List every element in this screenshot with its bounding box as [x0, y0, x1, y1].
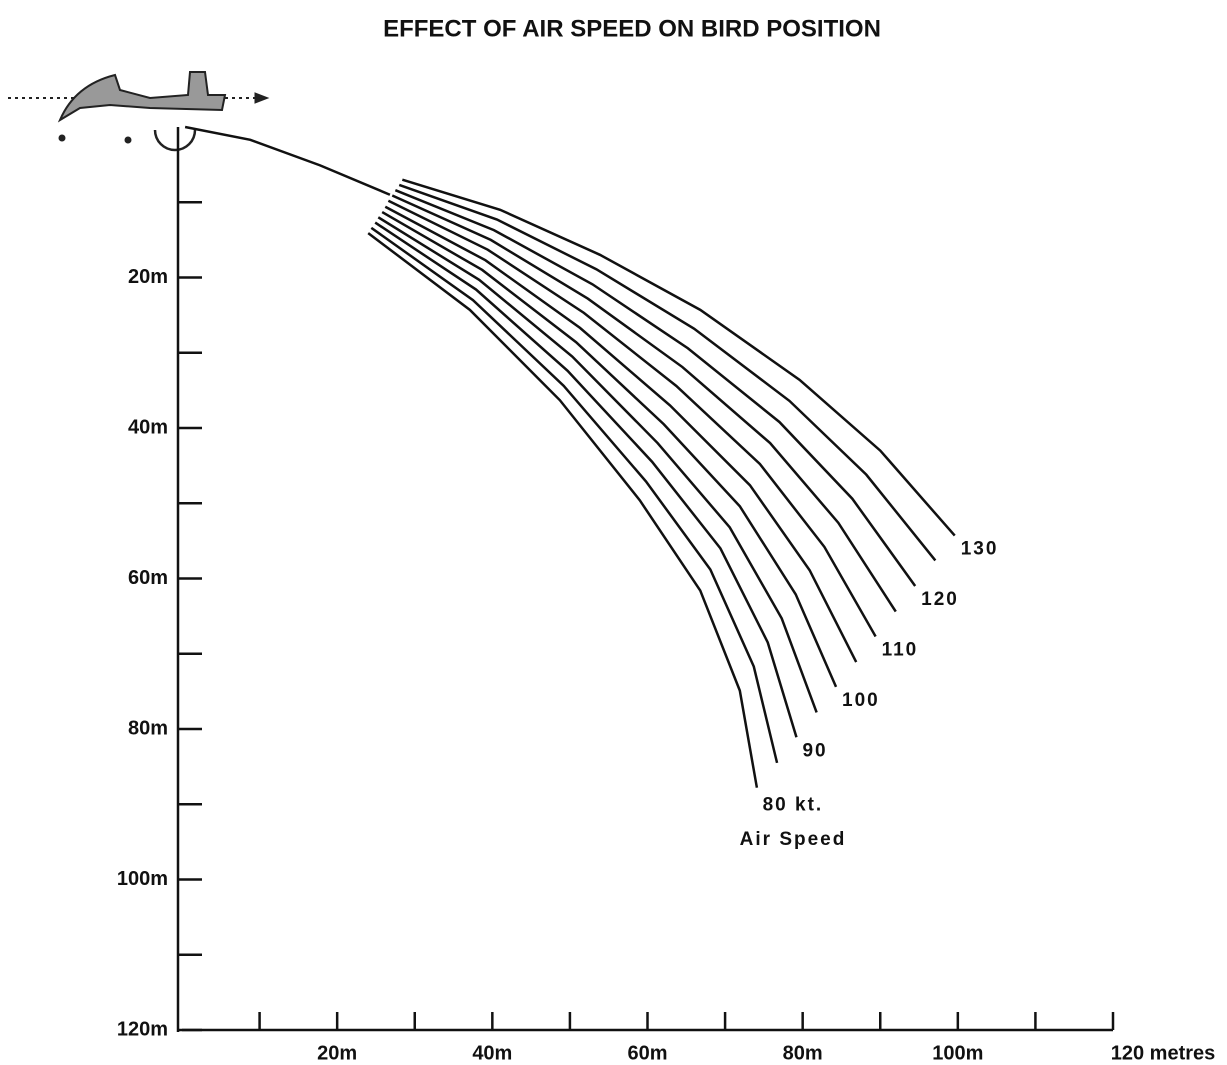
chart: EFFECT OF AIR SPEED ON BIRD POSITION Air… [0, 0, 1227, 1065]
trajectory-line [375, 223, 796, 738]
y-tick-label: 120m [117, 1018, 168, 1040]
x-tick-label: 80m [783, 1042, 823, 1064]
x-tick-label: 120 metres [1111, 1042, 1216, 1064]
trajectory-line [392, 195, 896, 611]
x-tick-label: 20m [317, 1042, 357, 1064]
y-tick-label: 60m [128, 567, 168, 589]
x-tick-label: 60m [627, 1042, 667, 1064]
trajectory-line [395, 190, 915, 586]
aircraft-icon [8, 72, 268, 150]
chart-title: EFFECT OF AIR SPEED ON BIRD POSITION [383, 15, 881, 42]
page: {"chart_data": {"type": "line", "title":… [0, 0, 1227, 1065]
trajectory-line [185, 127, 390, 195]
series-label: 80 kt. [763, 795, 824, 816]
x-tick-label: 40m [472, 1042, 512, 1064]
y-tick-label: 40m [128, 416, 168, 438]
series-label: 130 [961, 539, 999, 560]
annotation: Air Speed [740, 829, 847, 850]
trajectory-line [371, 228, 777, 763]
y-tick-label: 100m [117, 868, 168, 890]
y-tick-label: 20m [128, 266, 168, 288]
series-label: 120 [921, 589, 959, 610]
series-label: 90 [802, 740, 827, 761]
x-tick-label: 100m [932, 1042, 983, 1064]
y-tick-label: 80m [128, 717, 168, 739]
series-label: 100 [842, 690, 880, 711]
series-label: 110 [882, 639, 919, 660]
